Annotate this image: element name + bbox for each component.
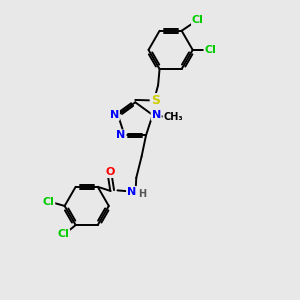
Text: N: N	[127, 187, 136, 197]
Text: O: O	[105, 167, 115, 177]
Text: N: N	[116, 130, 126, 140]
Text: Cl: Cl	[43, 196, 54, 206]
Text: Cl: Cl	[57, 230, 69, 239]
Text: CH₃: CH₃	[164, 112, 183, 122]
Text: Cl: Cl	[192, 16, 204, 26]
Text: S: S	[151, 94, 160, 107]
Text: Cl: Cl	[204, 45, 216, 55]
Text: N: N	[152, 110, 161, 120]
Text: H: H	[138, 189, 146, 199]
Text: N: N	[110, 110, 119, 120]
